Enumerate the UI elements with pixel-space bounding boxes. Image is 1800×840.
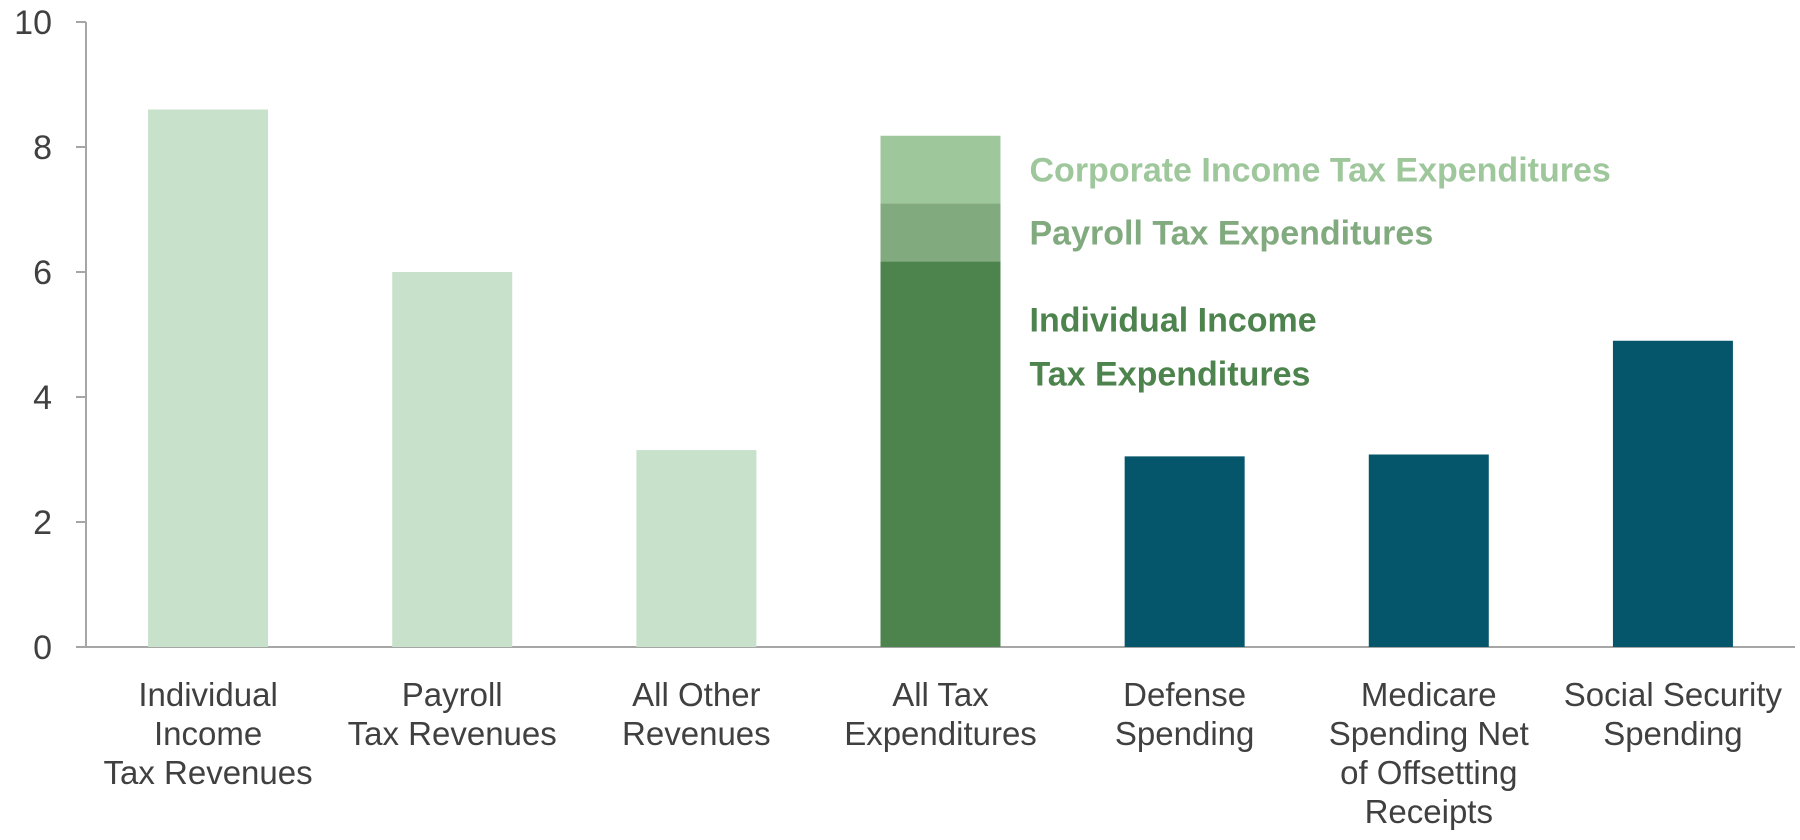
y-tick-label: 2 [33,504,52,542]
category-label: Defense [1123,676,1246,713]
bar-segment [881,261,1001,647]
bar [1613,341,1733,647]
category-label: Expenditures [844,715,1037,752]
y-tick-label: 4 [33,379,52,417]
category-label: of Offsetting [1340,754,1517,791]
bar [636,450,756,647]
category-label: Spending [1603,715,1742,752]
bar [1125,456,1245,647]
category-label: Individual [138,676,277,713]
bar [148,110,268,648]
category-label: Spending [1115,715,1254,752]
category-label: Tax Revenues [104,754,313,791]
y-tick-label: 0 [33,629,52,667]
chart-bars [148,110,1733,648]
category-label: Receipts [1365,793,1493,830]
segment-label: Corporate Income Tax Expenditures [1030,152,1611,190]
category-label: Tax Revenues [348,715,557,752]
bar-segment [881,136,1001,204]
segment-label: Tax Expenditures [1030,355,1311,393]
category-label: All Tax [892,676,989,713]
category-label: Revenues [622,715,771,752]
category-label: Social Security [1564,676,1783,713]
bar [1369,455,1489,648]
category-label: Spending Net [1329,715,1529,752]
y-tick-label: 10 [14,4,52,42]
category-label: Payroll [402,676,503,713]
category-label: All Other [632,676,760,713]
stack-segment-labels: Individual Income Tax Expenditures Payroll… [1030,152,1611,394]
category-label: Medicare [1361,676,1497,713]
category-label: Income [154,715,262,752]
y-tick-label: 6 [33,254,52,292]
bar-segment [881,203,1001,261]
y-tick-label: 8 [33,129,52,167]
segment-label: Payroll Tax Expenditures [1030,214,1434,252]
bar [392,272,512,647]
segment-label: Individual Income [1030,301,1317,339]
